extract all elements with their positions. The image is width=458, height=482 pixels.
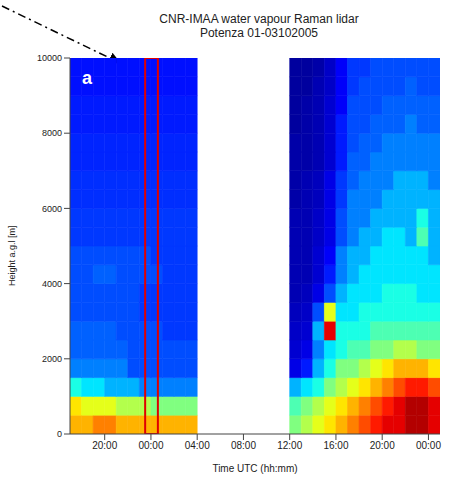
svg-text:4000: 4000 <box>42 279 62 289</box>
svg-text:Height a.g.l [m]: Height a.g.l [m] <box>7 225 17 286</box>
svg-text:0: 0 <box>57 429 62 439</box>
svg-text:08:00: 08:00 <box>231 440 256 451</box>
svg-text:2000: 2000 <box>42 354 62 364</box>
svg-text:Time UTC (hh:mm): Time UTC (hh:mm) <box>212 463 297 474</box>
html-text:a: a <box>82 68 92 88</box>
svg-text:16:00: 16:00 <box>323 440 348 451</box>
svg-text:20:00: 20:00 <box>370 440 395 451</box>
svg-text:00:00: 00:00 <box>416 440 441 451</box>
html-text:CNR-IMAA water vapour Raman li: CNR-IMAA water vapour Raman lidar <box>159 12 359 26</box>
svg-text:04:00: 04:00 <box>185 440 210 451</box>
html-text:Potenza 01-03102005: Potenza 01-03102005 <box>199 26 318 40</box>
svg-text:10000: 10000 <box>37 53 62 63</box>
svg-text:8000: 8000 <box>42 128 62 138</box>
svg-text:20:00: 20:00 <box>92 440 117 451</box>
svg-text:6000: 6000 <box>42 204 62 214</box>
svg-text:00:00: 00:00 <box>138 440 163 451</box>
svg-text:12:00: 12:00 <box>277 440 302 451</box>
